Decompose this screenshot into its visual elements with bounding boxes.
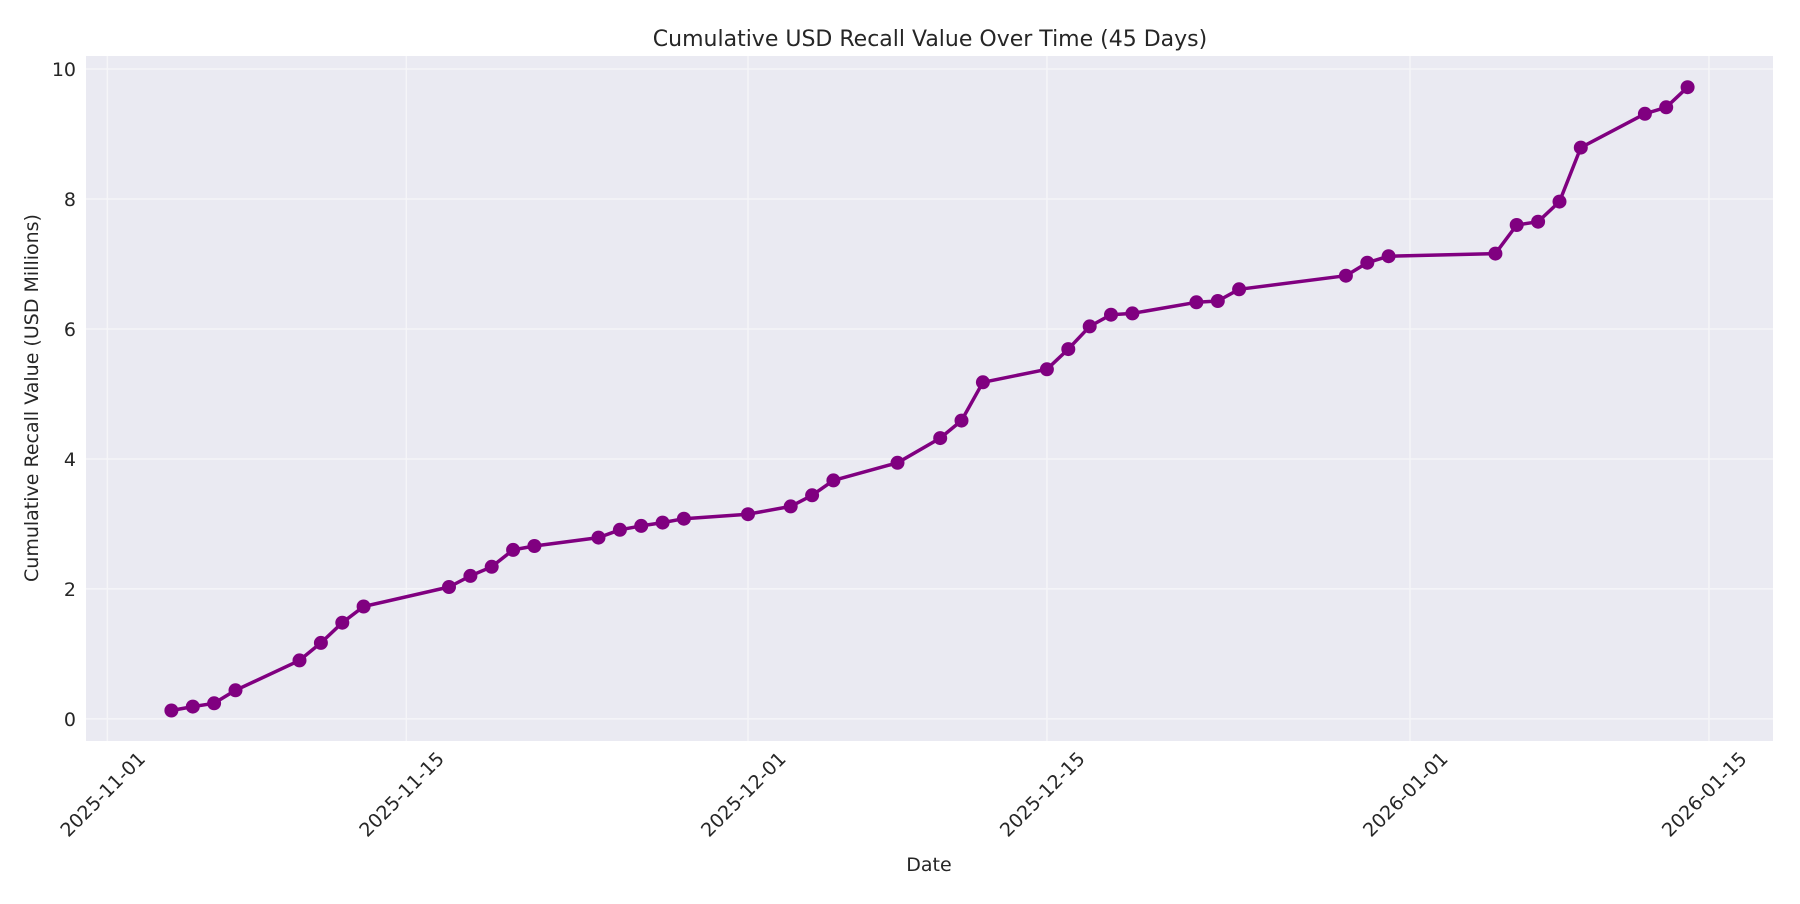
y-tick-label: 6 xyxy=(64,319,76,341)
data-point-marker xyxy=(676,511,691,526)
y-axis-ticks: 0 2 4 6 8 10 xyxy=(52,59,76,731)
data-point-marker xyxy=(1360,255,1375,270)
data-point-marker xyxy=(1061,342,1076,357)
x-axis-label: Date xyxy=(906,854,951,876)
data-point-marker xyxy=(612,522,627,537)
data-point-marker xyxy=(506,542,521,557)
data-point-marker xyxy=(185,699,200,714)
data-point-marker xyxy=(527,539,542,553)
y-tick-label: 0 xyxy=(64,709,76,731)
data-point-marker xyxy=(890,455,905,470)
data-point-marker xyxy=(335,615,350,630)
data-point-marker xyxy=(207,696,222,711)
data-point-marker xyxy=(292,653,307,668)
data-point-marker xyxy=(805,488,820,503)
data-series xyxy=(164,80,1695,718)
data-point-marker xyxy=(741,507,755,522)
chart-title: Cumulative USD Recall Value Over Time (4… xyxy=(653,27,1207,52)
data-point-marker xyxy=(591,530,606,545)
data-point-marker xyxy=(164,703,179,718)
data-point-marker xyxy=(1488,246,1503,261)
y-axis-label: Cumulative Recall Value (USD Millions) xyxy=(21,214,43,582)
y-tick-label: 8 xyxy=(64,189,76,211)
data-point-marker xyxy=(1552,194,1567,209)
data-point-marker xyxy=(228,683,243,698)
data-point-marker xyxy=(1338,268,1353,283)
data-point-marker xyxy=(1125,306,1140,321)
data-point-marker xyxy=(1637,106,1652,121)
data-point-marker xyxy=(484,559,499,574)
data-point-marker xyxy=(1189,295,1204,310)
data-point-marker xyxy=(442,580,456,594)
data-point-marker xyxy=(954,413,969,428)
data-point-marker xyxy=(655,515,670,530)
data-point-marker xyxy=(313,635,328,650)
data-point-marker xyxy=(1232,282,1247,297)
data-point-marker xyxy=(826,473,841,488)
data-point-marker xyxy=(975,375,990,390)
data-point-marker xyxy=(634,518,649,533)
data-point-marker xyxy=(1210,294,1225,308)
data-point-marker xyxy=(356,599,371,614)
data-point-marker xyxy=(1659,100,1674,115)
data-point-marker xyxy=(783,499,798,514)
y-tick-label: 2 xyxy=(64,579,76,601)
plot-area xyxy=(86,56,1773,741)
gridlines xyxy=(86,56,1773,741)
data-point-marker xyxy=(1104,307,1118,322)
data-point-marker xyxy=(1680,80,1695,95)
data-point-marker xyxy=(1531,214,1546,229)
data-point-marker xyxy=(1082,319,1097,334)
data-point-marker xyxy=(1381,249,1396,264)
data-point-marker xyxy=(1509,218,1524,232)
y-tick-label: 4 xyxy=(64,449,76,471)
data-point-marker xyxy=(933,431,948,446)
data-point-marker xyxy=(1573,140,1588,155)
data-point-marker xyxy=(463,568,478,583)
y-tick-label: 10 xyxy=(52,59,76,81)
data-point-marker xyxy=(1039,362,1054,377)
